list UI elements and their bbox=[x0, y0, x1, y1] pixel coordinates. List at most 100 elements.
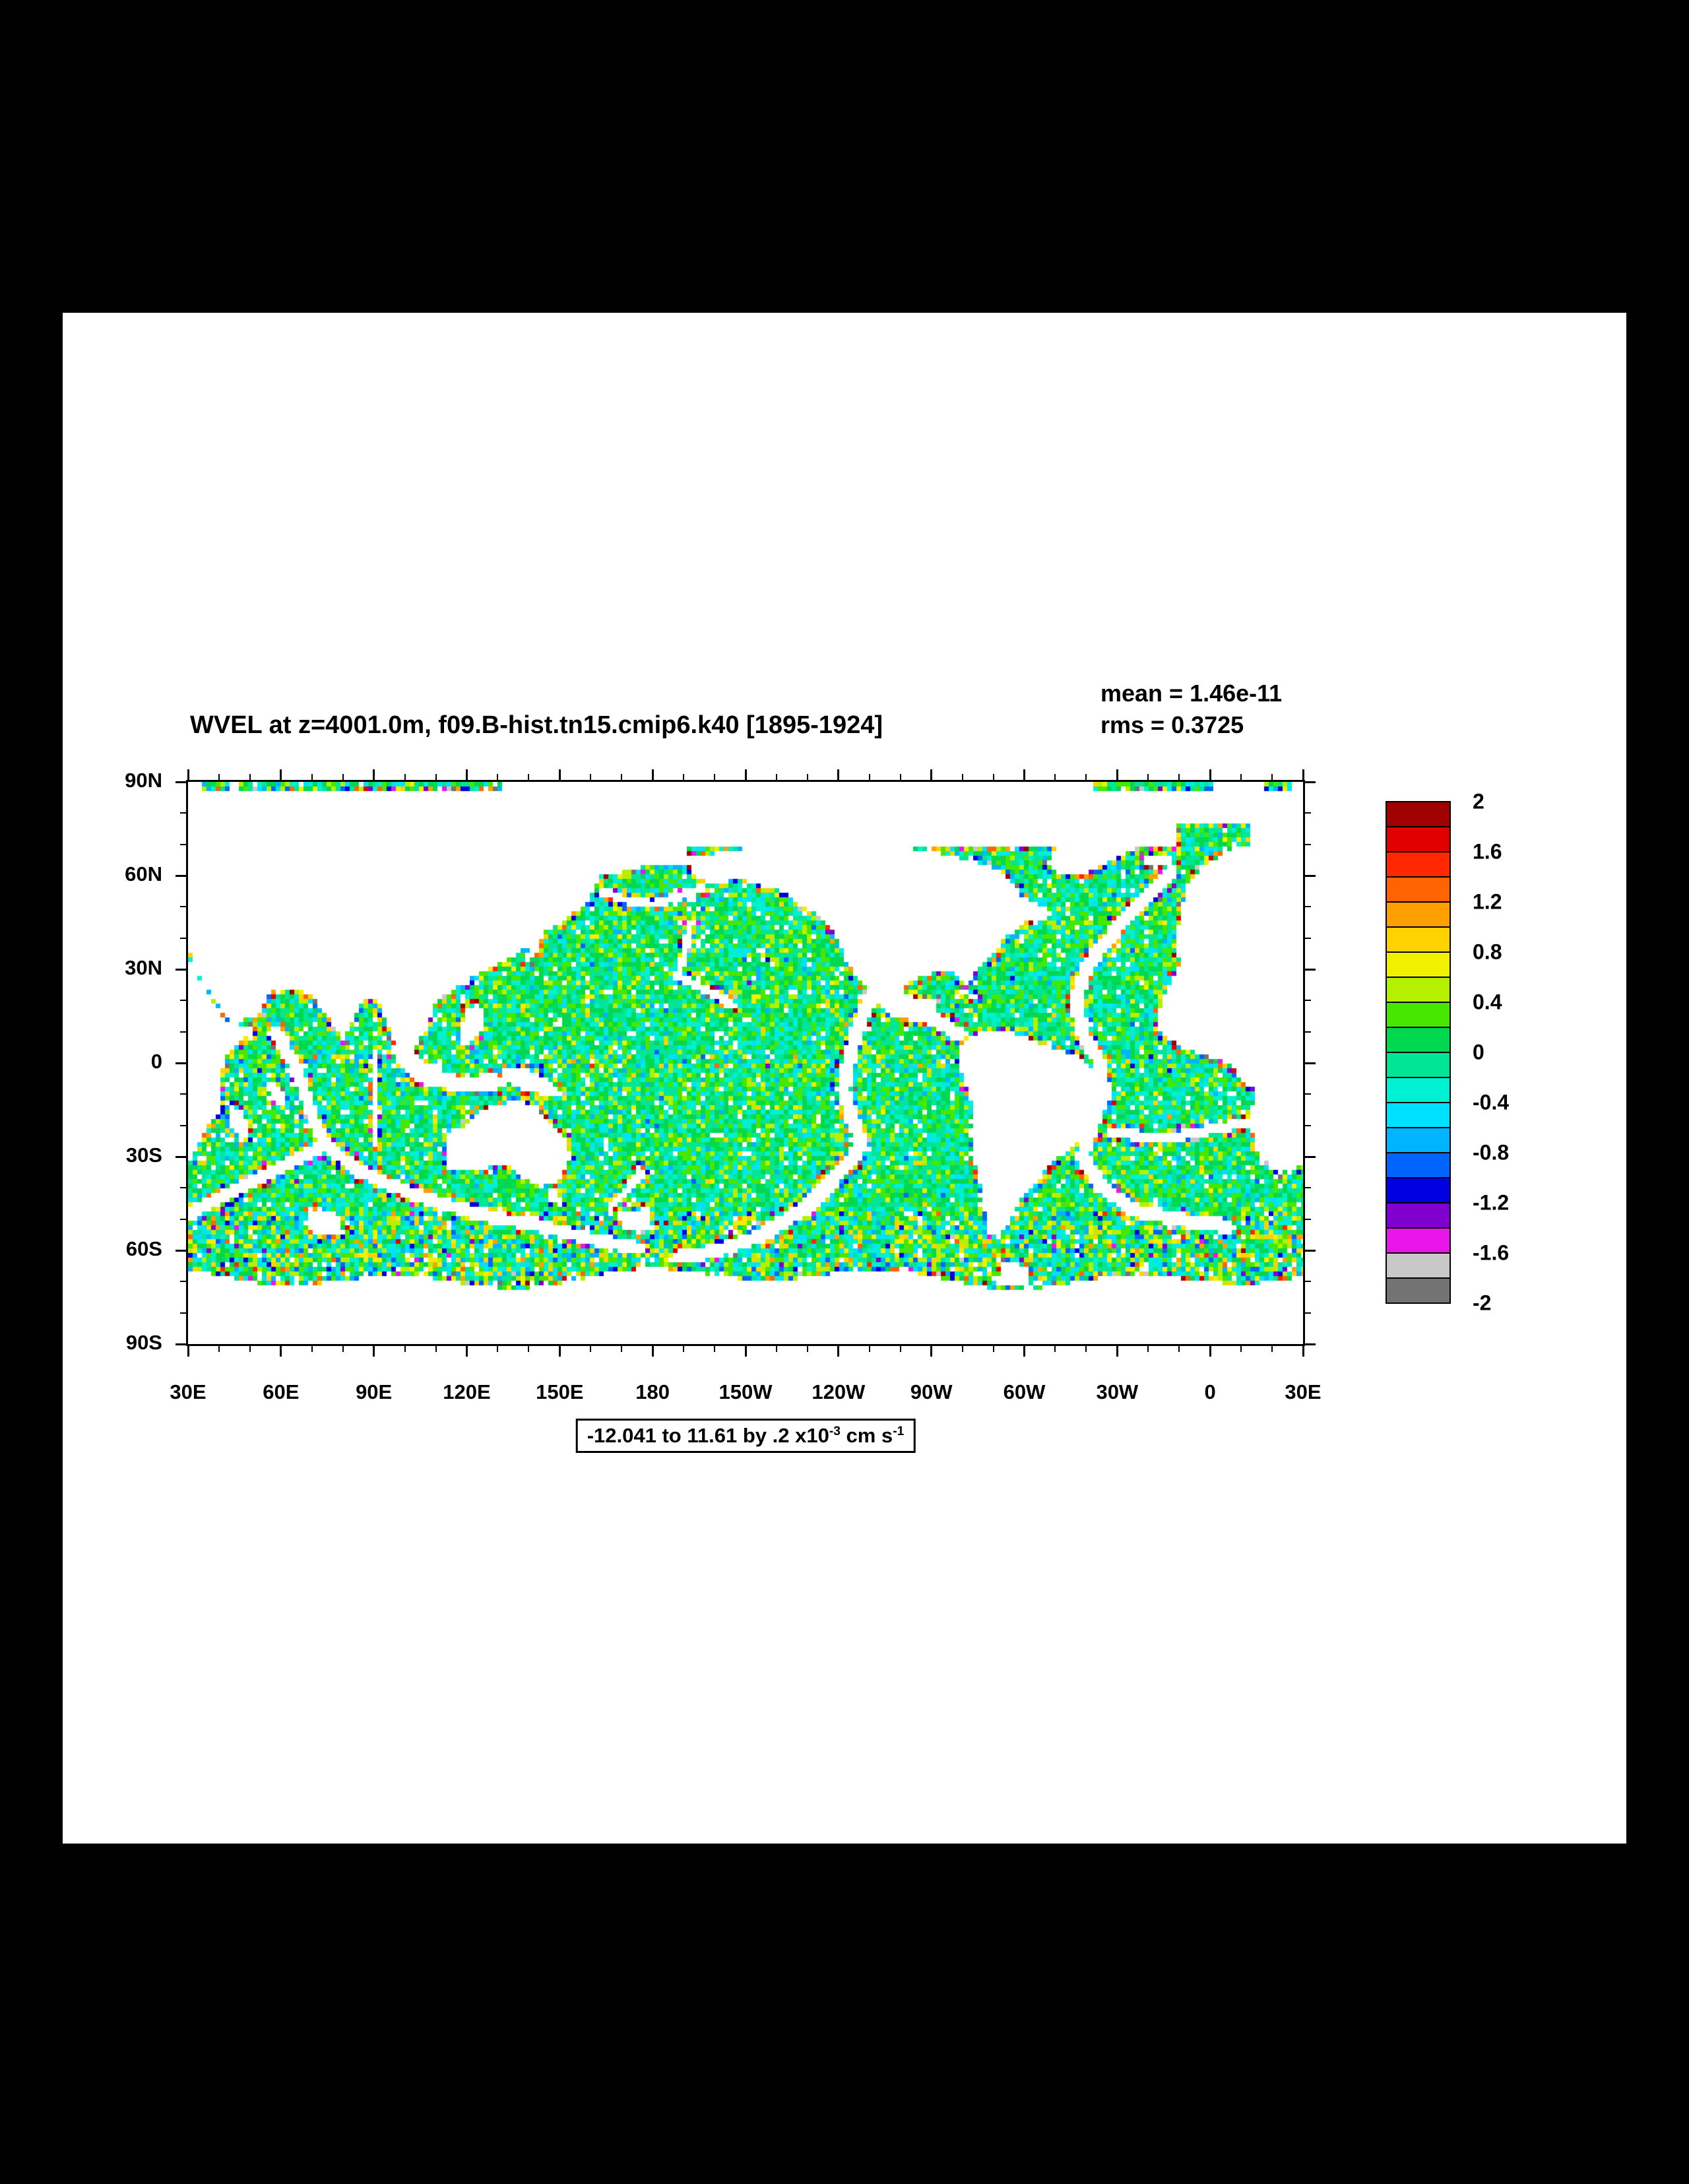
x-axis-tick-label: 60W bbox=[1003, 1380, 1046, 1403]
x-axis-major-tick bbox=[651, 769, 654, 780]
range-label-box: -12.041 to 11.61 by .2 x10-3 cm s-1 bbox=[575, 1419, 916, 1453]
y-axis-minor-tick bbox=[180, 843, 186, 845]
colorbar-cell bbox=[1387, 1229, 1450, 1252]
y-axis-major-tick bbox=[175, 1343, 186, 1345]
y-axis-minor-tick bbox=[180, 1093, 186, 1095]
x-axis-major-tick bbox=[280, 1346, 282, 1357]
colorbar-cell bbox=[1387, 1028, 1450, 1052]
x-axis-minor-tick bbox=[992, 774, 994, 780]
x-axis-tick-label: 0 bbox=[1204, 1380, 1216, 1403]
colorbar-cell bbox=[1387, 802, 1450, 826]
y-axis-minor-tick bbox=[180, 906, 186, 908]
x-axis-minor-tick bbox=[1147, 1346, 1149, 1352]
y-axis-tick-label: 60S bbox=[125, 1237, 162, 1260]
y-axis-major-tick bbox=[1305, 1155, 1316, 1158]
x-axis-minor-tick bbox=[683, 774, 685, 780]
colorbar-cell bbox=[1387, 1178, 1450, 1202]
map-canvas bbox=[188, 782, 1303, 1344]
x-axis-major-tick bbox=[930, 769, 933, 780]
x-axis-minor-tick bbox=[1147, 774, 1149, 780]
y-axis-minor-tick bbox=[180, 1124, 186, 1126]
x-axis-tick-label: 30W bbox=[1096, 1380, 1139, 1403]
y-axis-minor-tick bbox=[180, 1187, 186, 1189]
x-axis-minor-tick bbox=[961, 774, 963, 780]
x-axis-major-tick bbox=[1302, 769, 1304, 780]
colorbar-tick-label: 0.8 bbox=[1473, 940, 1502, 964]
colorbar-cell bbox=[1387, 1279, 1450, 1302]
plot-title: WVEL at z=4001.0m, f09.B-hist.tn15.cmip6… bbox=[190, 711, 883, 739]
x-axis-minor-tick bbox=[404, 774, 406, 780]
y-axis-tick-label: 30N bbox=[125, 956, 162, 979]
x-axis-major-tick bbox=[1023, 769, 1025, 780]
x-axis-minor-tick bbox=[806, 774, 808, 780]
y-axis-minor-tick bbox=[180, 1000, 186, 1002]
colorbar-cell bbox=[1387, 953, 1450, 977]
x-axis-major-tick bbox=[373, 769, 375, 780]
x-axis-tick-label: 180 bbox=[635, 1380, 670, 1403]
colorbar-cell bbox=[1387, 1254, 1450, 1277]
x-axis-minor-tick bbox=[775, 774, 777, 780]
stat-mean: mean = 1.46e-11 bbox=[1100, 680, 1283, 707]
x-axis-minor-tick bbox=[497, 774, 499, 780]
x-axis-minor-tick bbox=[1085, 774, 1087, 780]
y-axis-tick-label: 30S bbox=[125, 1143, 162, 1167]
x-axis-minor-tick bbox=[528, 1346, 530, 1352]
colorbar-tick-label: 2 bbox=[1473, 789, 1484, 814]
x-axis-minor-tick bbox=[1085, 1346, 1087, 1352]
y-axis-tick-label: 90S bbox=[125, 1331, 162, 1354]
colorbar-cell bbox=[1387, 827, 1450, 851]
x-axis-major-tick bbox=[466, 1346, 468, 1357]
colorbar-cell bbox=[1387, 878, 1450, 901]
y-axis-tick-label: 0 bbox=[150, 1050, 162, 1073]
colorbar-tick-label: 1.6 bbox=[1473, 839, 1502, 864]
x-axis-major-tick bbox=[837, 1346, 840, 1357]
y-axis-minor-tick bbox=[180, 1312, 186, 1314]
y-axis-minor-tick bbox=[1305, 843, 1311, 845]
x-axis-minor-tick bbox=[1240, 1346, 1242, 1352]
x-axis-minor-tick bbox=[806, 1346, 808, 1352]
colorbar-tick-label: 0.4 bbox=[1473, 990, 1502, 1014]
x-axis-minor-tick bbox=[775, 1346, 777, 1352]
colorbar-cell bbox=[1387, 1078, 1450, 1102]
y-axis-minor-tick bbox=[1305, 1124, 1311, 1126]
y-axis-minor-tick bbox=[1305, 1281, 1311, 1283]
y-axis-minor-tick bbox=[1305, 1093, 1311, 1095]
x-axis-minor-tick bbox=[621, 774, 623, 780]
range-label-exponent: -3 bbox=[829, 1425, 841, 1439]
y-axis-major-tick bbox=[1305, 1343, 1316, 1345]
y-axis-minor-tick bbox=[180, 812, 186, 814]
x-axis-minor-tick bbox=[249, 1346, 251, 1352]
x-axis-minor-tick bbox=[249, 774, 251, 780]
range-label-text: -12.041 to 11.61 by .2 x10 bbox=[587, 1424, 829, 1447]
y-axis-minor-tick bbox=[1305, 1312, 1311, 1314]
x-axis-minor-tick bbox=[590, 774, 592, 780]
x-axis-minor-tick bbox=[311, 774, 313, 780]
colorbar-tick-label: -0.8 bbox=[1473, 1140, 1510, 1165]
x-axis-tick-label: 120W bbox=[812, 1380, 866, 1403]
y-axis-major-tick bbox=[175, 781, 186, 783]
x-axis-major-tick bbox=[373, 1346, 375, 1357]
y-axis-minor-tick bbox=[1305, 906, 1311, 908]
y-axis-major-tick bbox=[175, 1155, 186, 1158]
colorbar-cell bbox=[1387, 928, 1450, 951]
x-axis-minor-tick bbox=[714, 774, 716, 780]
x-axis-major-tick bbox=[930, 1346, 933, 1357]
x-axis-major-tick bbox=[1116, 1346, 1118, 1357]
y-axis-minor-tick bbox=[180, 1218, 186, 1220]
y-axis-minor-tick bbox=[180, 1281, 186, 1283]
x-axis-minor-tick bbox=[1178, 774, 1180, 780]
x-axis-minor-tick bbox=[497, 1346, 499, 1352]
colorbar-cell bbox=[1387, 1128, 1450, 1152]
x-axis-major-tick bbox=[1209, 1346, 1211, 1357]
x-axis-minor-tick bbox=[342, 774, 344, 780]
x-axis-minor-tick bbox=[621, 1346, 623, 1352]
colorbar-tick-label: -0.4 bbox=[1473, 1090, 1510, 1114]
x-axis-major-tick bbox=[744, 769, 747, 780]
x-axis-tick-label: 150W bbox=[718, 1380, 773, 1403]
x-axis-minor-tick bbox=[404, 1346, 406, 1352]
x-axis-major-tick bbox=[466, 769, 468, 780]
y-axis-major-tick bbox=[1305, 1249, 1316, 1252]
x-axis-minor-tick bbox=[435, 774, 437, 780]
y-axis-major-tick bbox=[175, 1062, 186, 1064]
x-axis-major-tick bbox=[558, 769, 561, 780]
